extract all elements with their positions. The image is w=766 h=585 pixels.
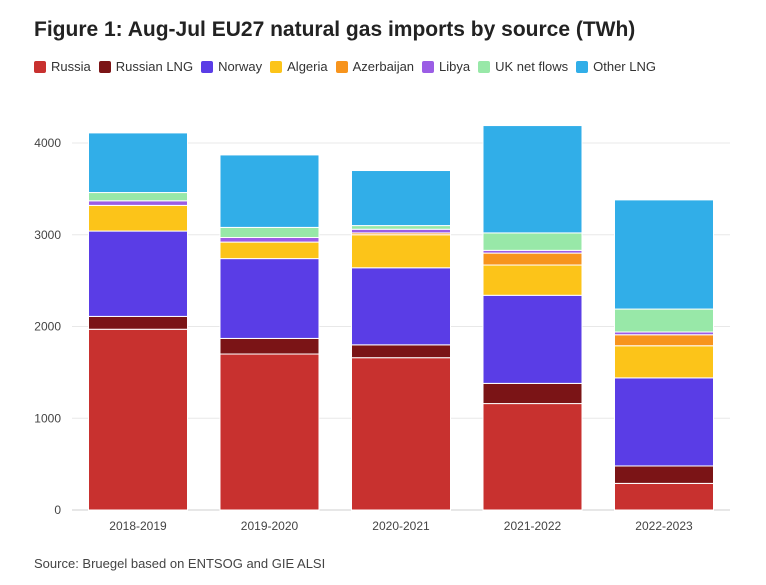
y-tick-label: 1000: [34, 411, 61, 425]
legend-label: Libya: [439, 59, 471, 74]
bar-segment-russian-lng: [88, 315, 188, 330]
bar-segment-libya: [88, 200, 188, 206]
bar-segment-russia: [219, 353, 320, 511]
bar-segment-russian-lng: [482, 382, 583, 405]
y-tick-label: 2000: [34, 320, 61, 334]
legend-item-norway: Norway: [201, 59, 262, 74]
legend-label: UK net flows: [495, 59, 569, 74]
legend-label: Azerbaijan: [352, 59, 415, 74]
bar-segment-norway: [219, 258, 320, 339]
bar-segment-libya: [351, 228, 451, 234]
legend-item-libya: Libya: [422, 59, 470, 74]
legend-label: Russia: [51, 59, 91, 74]
legend-item-other-lng: Other LNG: [576, 59, 656, 74]
x-tick-label: 2019-2020: [241, 519, 299, 533]
bar-segment-other-lng: [482, 125, 583, 234]
bar-segment-norway: [351, 267, 451, 346]
bar-segment-russia: [351, 357, 451, 511]
y-tick-label: 4000: [34, 136, 61, 150]
bar-segment-russian-lng: [219, 337, 320, 355]
chart-legend: Russia Russian LNG Norway Algeria Azerba…: [34, 59, 664, 74]
x-tick-label: 2018-2019: [109, 519, 167, 533]
legend-item-uk-net-flows: UK net flows: [478, 59, 568, 74]
chart-title: Figure 1: Aug-Jul EU27 natural gas impor…: [34, 18, 636, 41]
bar-segment-algeria: [482, 264, 583, 296]
legend-swatch: [478, 60, 491, 73]
bar-segment-uk-net-flows: [614, 308, 714, 333]
bar-segment-other-lng: [351, 170, 451, 227]
bar-segment-other-lng: [88, 132, 188, 194]
bar-segment-azerbaijan: [482, 252, 583, 266]
legend-swatch: [576, 60, 589, 73]
legend-swatch: [335, 60, 348, 73]
legend-item-russia: Russia: [34, 59, 91, 74]
x-tick-label: 2020-2021: [372, 519, 430, 533]
bar-segment-algeria: [219, 241, 320, 260]
bar-segment-uk-net-flows: [351, 225, 451, 230]
bar-segment-norway: [482, 294, 583, 384]
bar-segment-other-lng: [614, 199, 714, 310]
bar-segment-norway: [614, 377, 714, 467]
x-tick-label: 2022-2023: [635, 519, 693, 533]
source-note: Source: Bruegel based on ENTSOG and GIE …: [34, 556, 326, 571]
legend-label: Algeria: [287, 59, 328, 74]
bar-segment-russian-lng: [614, 465, 714, 484]
y-tick-label: 3000: [34, 228, 61, 242]
legend-swatch: [422, 60, 435, 73]
bar-segment-azerbaijan: [614, 334, 714, 347]
bar-segment-algeria: [88, 204, 188, 232]
bar-segment-algeria: [351, 234, 451, 269]
legend-swatch: [201, 60, 214, 73]
y-tick-label: 0: [54, 503, 61, 517]
bar-segment-uk-net-flows: [482, 232, 583, 251]
bar-segment-russian-lng: [351, 344, 451, 359]
bar-segment-russia: [88, 328, 188, 511]
bar-segment-uk-net-flows: [88, 192, 188, 202]
legend-label: Norway: [218, 59, 263, 74]
legend-swatch: [98, 60, 111, 73]
legend-label: Russian LNG: [115, 59, 194, 74]
x-tick-label: 2021-2022: [504, 519, 562, 533]
legend-item-azerbaijan: Azerbaijan: [335, 59, 415, 74]
bar-segment-russia: [482, 403, 583, 511]
bar-segment-uk-net-flows: [219, 226, 320, 239]
bar-segment-other-lng: [219, 154, 320, 228]
legend-swatch: [34, 60, 46, 73]
bar-segment-algeria: [614, 345, 714, 379]
legend-item-russian-lng: Russian LNG: [98, 59, 194, 74]
bar-segment-norway: [88, 230, 188, 317]
bar-segment-russia: [614, 482, 714, 511]
legend-label: Other LNG: [593, 59, 656, 74]
bar-segment-libya: [219, 237, 320, 243]
legend-item-algeria: Algeria: [270, 59, 328, 74]
legend-swatch: [270, 60, 283, 73]
